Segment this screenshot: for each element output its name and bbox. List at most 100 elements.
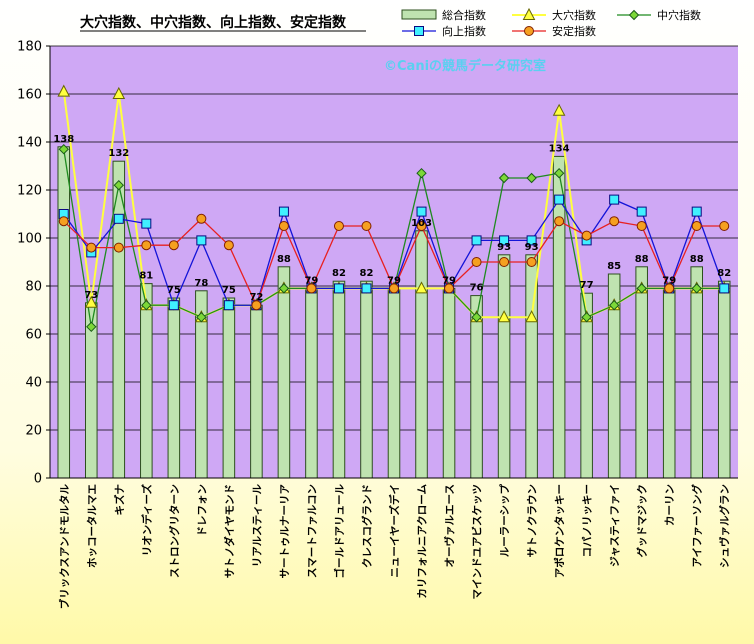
x-tick-label: ルーラーシップ [498,484,511,558]
x-tick-label: サトノダイヤモンド [223,484,236,578]
bar [250,304,263,479]
series-point [86,321,97,333]
series-point [278,221,289,231]
series-point [57,84,71,97]
series-point [112,86,126,99]
y-tick-label: 60 [25,328,42,343]
data-label: 75 [167,285,181,296]
bar [360,280,373,479]
bar [442,287,456,479]
x-tick-label: コパノリッキー [582,484,594,558]
series-point [497,310,511,323]
data-label: 93 [525,242,539,253]
x-tick-label: ゴールドアリュール [333,484,346,579]
bar [415,230,428,479]
series-point [525,310,538,323]
series-point [251,300,262,311]
data-labels: 138 73 132 81 75 78 75 72 88 79 82 82 79 103 79 76 93 93 1… [53,134,731,303]
data-label: 134 [549,143,570,154]
data-label: 88 [635,254,649,265]
x-tick-label: リアルスティール [251,484,263,568]
series-point [499,235,510,246]
bars [57,146,731,479]
series-point [581,230,592,241]
series-point [581,311,592,323]
series-point [554,194,565,205]
x-tick-label: ジャスティファイ [609,484,621,567]
series-point [609,216,620,227]
x-tick-label: キズナ [113,484,126,516]
bar [717,280,731,479]
series-point [84,295,98,308]
series-point [168,300,179,311]
legend-label: 安定指数 [552,24,596,38]
series-point [608,299,620,311]
x-tick-label: ニューイヤーズデイ [388,484,401,578]
series-point [168,240,179,251]
data-label: 72 [249,292,263,303]
bar [57,146,71,479]
series-point [361,221,372,231]
data-label: 79 [442,275,456,286]
series-point [691,206,702,217]
legend-marker [522,7,536,20]
series-point [609,194,620,205]
data-label: 93 [497,242,511,253]
series-point [58,143,69,155]
series-point [471,257,482,267]
bar [387,287,401,479]
bar [277,266,291,479]
data-label: 88 [277,254,291,265]
data-label: 132 [108,148,129,159]
series-point [278,206,289,217]
bar [497,254,511,479]
data-label: 73 [84,290,98,301]
series-point [196,213,207,224]
x-tick-label: シュヴァルグラン [718,484,731,568]
series-point [58,216,69,227]
series-point [278,283,290,294]
x-axis: ブリックスアンドモルタル ホッコータルマエ キズナ リオンディーズ ストロングリターン ド… [58,484,731,610]
x-tick-label: リオンディーズ [140,484,153,557]
bar [690,266,703,479]
x-tick-label: ブリックスアンドモルタル [58,484,71,610]
series-point [526,257,537,267]
y-tick-label: 180 [17,40,42,55]
legend-label: 総合指数 [442,8,486,22]
series-point [471,311,482,323]
series-point [691,283,702,294]
series-point [223,240,234,251]
series-point [113,213,124,224]
series-point [636,221,647,231]
bar [140,283,153,479]
y-tick-label: 20 [25,424,42,439]
x-tick-label: マインドユアビスケッツ [471,484,484,600]
series-point [416,167,427,179]
legend-label: 大穴指数 [552,8,596,22]
series-point [86,242,97,253]
series-point [141,299,152,311]
series-point [526,172,537,184]
series-point [664,283,675,294]
data-label: 79 [662,275,676,286]
series-point [552,103,566,116]
bar [305,287,318,479]
data-label: 82 [717,268,731,279]
series-point [416,206,427,217]
series-point [415,281,428,294]
x-tick-label: オーヴァルエース [443,484,456,567]
markers [57,84,731,333]
x-tick-label: アイファーソング [691,484,704,568]
series-point [719,283,730,294]
chart-title: 大穴指数、中穴指数、向上指数、安定指数 [80,14,347,31]
legend-marker [414,26,424,36]
series-point [113,179,125,191]
data-label: 138 [53,134,74,145]
legend-marker [524,26,534,36]
bar [167,297,181,479]
bar [635,266,648,479]
x-tick-label: サトノクラウン [527,484,539,558]
series-point [113,242,124,253]
series-point [499,257,510,267]
